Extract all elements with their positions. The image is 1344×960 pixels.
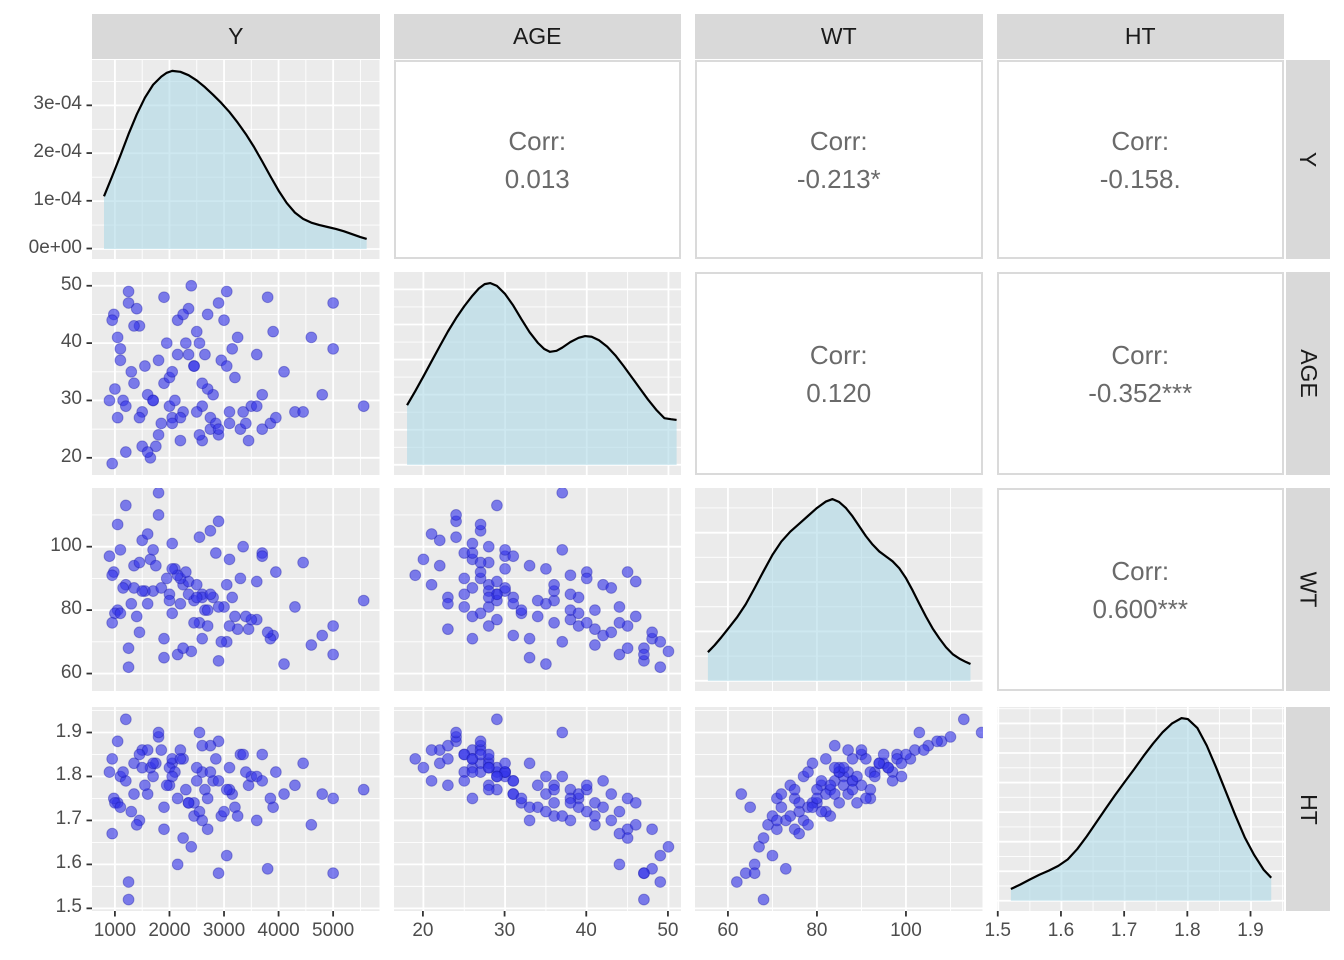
axis-tick-label: 1.7 bbox=[55, 808, 82, 830]
axis-tick-label: 1.6 bbox=[55, 852, 82, 874]
corr-value: 0.013 bbox=[504, 163, 570, 194]
corr-value: -0.158. bbox=[1099, 163, 1181, 194]
corr-label: Corr: bbox=[508, 125, 567, 156]
strip-label-right-ht: HT bbox=[1286, 707, 1330, 911]
axis-tick-label: 1.7 bbox=[1110, 920, 1138, 941]
axis-tick-label: 50 bbox=[60, 273, 82, 295]
strip-text: AGE bbox=[512, 23, 562, 49]
corr-label: Corr: bbox=[1111, 555, 1170, 586]
strip-label-right-age: AGE bbox=[1286, 272, 1330, 475]
axis-tick-label: 3e-04 bbox=[33, 93, 82, 115]
axis-tick-label: 30 bbox=[60, 388, 82, 410]
axis-tick-label: 100 bbox=[50, 534, 82, 556]
strip-text: HT bbox=[1124, 23, 1156, 49]
axis-tick-label: 1000 bbox=[93, 920, 137, 941]
axis-tick-label: 1.5 bbox=[55, 896, 82, 918]
axis-tick-label: 1.6 bbox=[1047, 920, 1075, 941]
density-panel-ht bbox=[996, 707, 1284, 911]
strip-label-wt: WT bbox=[695, 14, 983, 59]
axis-tick-label: 60 bbox=[717, 920, 739, 941]
axis-tick-label: 20 bbox=[60, 445, 82, 467]
corr-panel-age-wt: Corr: 0.120 bbox=[695, 272, 983, 475]
corr-panel-age-ht: Corr: -0.352*** bbox=[996, 272, 1284, 475]
axis-tick-label: 1.9 bbox=[55, 720, 82, 742]
strip-label-y: Y bbox=[92, 14, 380, 59]
strip-label-right-wt: WT bbox=[1286, 488, 1330, 691]
strip-text: Y bbox=[228, 23, 244, 49]
axis-tick-label: 1.9 bbox=[1237, 920, 1264, 941]
scatter-panel-age-wt bbox=[393, 488, 681, 691]
axis-tick-label: 80 bbox=[60, 598, 82, 620]
density-panel-wt bbox=[695, 488, 983, 691]
corr-value: -0.352*** bbox=[1088, 377, 1193, 408]
axis-tick-label: 3000 bbox=[202, 920, 246, 941]
corr-panel-wt-ht: Corr: 0.600*** bbox=[996, 488, 1284, 691]
scatter-panel-age-ht bbox=[393, 707, 681, 911]
density-panel-y bbox=[92, 60, 380, 259]
corr-label: Corr: bbox=[809, 339, 868, 370]
axis-tick-label: 4000 bbox=[257, 920, 300, 941]
axis-tick-label: 2000 bbox=[148, 920, 191, 941]
axis-tick-label: 40 bbox=[575, 920, 597, 941]
strip-text: WT bbox=[820, 23, 857, 49]
scatter-panel-y-wt bbox=[92, 488, 380, 691]
axis-tick-label: 0e+00 bbox=[28, 236, 82, 258]
density-panel-age bbox=[393, 272, 681, 475]
axis-tick-label: 40 bbox=[60, 331, 82, 353]
axis-tick-label: 1.8 bbox=[1174, 920, 1201, 941]
axis-tick-label: 1.5 bbox=[984, 920, 1011, 941]
corr-label: Corr: bbox=[1111, 125, 1170, 156]
scatter-panel-wt-ht bbox=[695, 707, 983, 911]
axis-tick-label: 5000 bbox=[311, 920, 355, 941]
axis-tick-label: 1.8 bbox=[55, 764, 82, 786]
axis-tick-label: 30 bbox=[494, 920, 516, 941]
scatter-panel-y-age bbox=[92, 272, 380, 475]
axis-tick-label: 80 bbox=[806, 920, 828, 941]
strip-label-age: AGE bbox=[393, 14, 681, 59]
axis-tick-label: 100 bbox=[890, 920, 922, 941]
scatter-panel-y-ht bbox=[92, 707, 380, 911]
corr-panel-y-ht: Corr: -0.158. bbox=[996, 60, 1284, 259]
corr-label: Corr: bbox=[1111, 339, 1170, 370]
axis-tick-label: 60 bbox=[60, 661, 82, 683]
strip-label-ht: HT bbox=[996, 14, 1284, 59]
axis-tick-label: 2e-04 bbox=[33, 141, 82, 163]
corr-value: -0.213* bbox=[796, 163, 881, 194]
strip-label-right-y: Y bbox=[1286, 60, 1330, 259]
axis-tick-label: 20 bbox=[412, 920, 434, 941]
corr-label: Corr: bbox=[809, 125, 868, 156]
corr-panel-y-wt: Corr: -0.213* bbox=[695, 60, 983, 259]
corr-panel-y-age: Corr: 0.013 bbox=[393, 60, 681, 259]
axis-tick-label: 50 bbox=[657, 920, 679, 941]
corr-value: 0.600*** bbox=[1092, 593, 1188, 624]
corr-value: 0.120 bbox=[806, 377, 872, 408]
axis-tick-label: 1e-04 bbox=[33, 188, 82, 210]
